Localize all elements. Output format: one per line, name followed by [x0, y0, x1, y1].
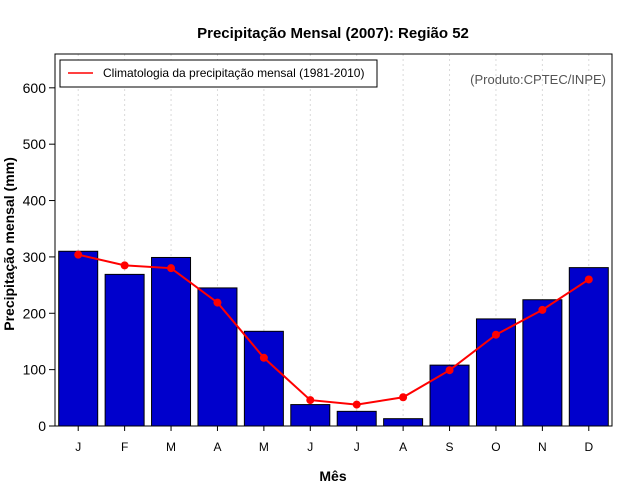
bar-9 — [429, 364, 470, 427]
bar-5 — [243, 330, 284, 427]
x-tick-label-3: M — [166, 440, 176, 454]
y-tick-label-100: 100 — [23, 362, 47, 378]
plot-frame — [54, 53, 613, 427]
bar-12 — [568, 267, 609, 427]
x-tick-label-7: J — [354, 440, 360, 454]
climatology-point-8 — [399, 393, 408, 402]
y-tick-label-300: 300 — [23, 249, 47, 265]
climatology-point-7 — [352, 400, 361, 409]
bar-8 — [383, 418, 424, 427]
y-axis: 0 100 200 300 400 500 600 — [23, 80, 55, 434]
y-tick-label-200: 200 — [23, 305, 47, 321]
x-tick-label-8: A — [399, 440, 407, 454]
climatology-point-12 — [584, 275, 593, 284]
x-tick-label-1: J — [75, 440, 81, 454]
x-tick-label-5: M — [259, 440, 269, 454]
y-tick-label-400: 400 — [23, 193, 47, 209]
climatology-point-3 — [167, 264, 176, 273]
bar-11 — [522, 299, 563, 427]
bar-3 — [151, 256, 192, 427]
legend: Climatologia da precipitação mensal (198… — [59, 59, 378, 88]
climatology-point-6 — [306, 396, 315, 405]
y-axis-label: Precipitação mensal (mm) — [1, 157, 17, 331]
credit-text: (Produto:CPTEC/INPE) — [470, 72, 606, 87]
x-tick-label-12: D — [584, 440, 593, 454]
climatology-line — [74, 250, 593, 409]
bar-1 — [58, 250, 99, 427]
legend-label: Climatologia da precipitação mensal (198… — [103, 66, 364, 80]
x-tick-label-9: S — [446, 440, 454, 454]
legend-box — [59, 59, 378, 88]
y-tick-label-600: 600 — [23, 80, 47, 96]
bar-7 — [336, 410, 377, 427]
climatology-polyline — [77, 253, 590, 406]
x-tick-label-2: F — [121, 440, 128, 454]
x-tick-label-10: O — [491, 440, 500, 454]
climatology-point-5 — [259, 353, 268, 362]
climatology-point-11 — [538, 305, 547, 314]
climatology-point-2 — [120, 261, 129, 270]
bar-2 — [104, 273, 145, 427]
climatology-point-1 — [74, 250, 83, 259]
x-tick-label-6: J — [307, 440, 313, 454]
y-tick-label-500: 500 — [23, 136, 47, 152]
bar-6 — [290, 404, 331, 427]
x-axis-label: Mês — [319, 468, 346, 484]
x-tick-label-11: N — [538, 440, 547, 454]
climatology-point-10 — [491, 330, 500, 339]
chart-title: Precipitação Mensal (2007): Região 52 — [197, 25, 469, 42]
climatology-point-9 — [445, 366, 454, 375]
bar-4 — [197, 287, 238, 427]
x-tick-label-4: A — [213, 440, 221, 454]
bars — [58, 250, 609, 427]
y-tick-label-0: 0 — [38, 418, 46, 434]
climatology-point-4 — [213, 298, 222, 307]
